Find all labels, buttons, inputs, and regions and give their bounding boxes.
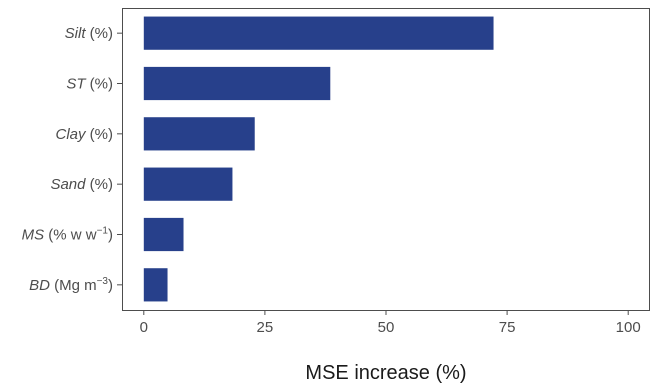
x-tick-label: 50 <box>378 319 395 336</box>
plot-panel-border <box>122 8 650 311</box>
x-tick-label: 0 <box>140 319 148 336</box>
y-tick-label-clay: Clay (%) <box>55 126 113 143</box>
y-tick-label-sand: Sand (%) <box>50 176 113 193</box>
x-axis: 0 25 50 75 100 <box>140 310 641 336</box>
bar-ms <box>143 217 184 252</box>
x-tick-label: 25 <box>257 319 274 336</box>
bar-st <box>143 66 331 101</box>
y-tick-label-bd: BD (Mg m−3) <box>29 276 113 294</box>
bars-group <box>143 16 494 302</box>
x-tick-label: 75 <box>499 319 516 336</box>
y-tick-label-silt: Silt (%) <box>65 25 113 42</box>
x-axis-title: MSE increase (%) <box>305 362 466 384</box>
bar-clay <box>143 117 255 151</box>
x-tick-label: 100 <box>616 319 641 336</box>
y-axis: Silt (%) ST (%) Clay (%) Sand (%) MS (% w w−… <box>22 25 122 294</box>
bar-silt <box>143 16 494 50</box>
y-tick-label-st: ST (%) <box>66 76 113 93</box>
y-tick-label-ms: MS (% w w−1) <box>22 226 113 244</box>
bar-sand <box>143 167 233 201</box>
bar-bd <box>143 268 168 302</box>
